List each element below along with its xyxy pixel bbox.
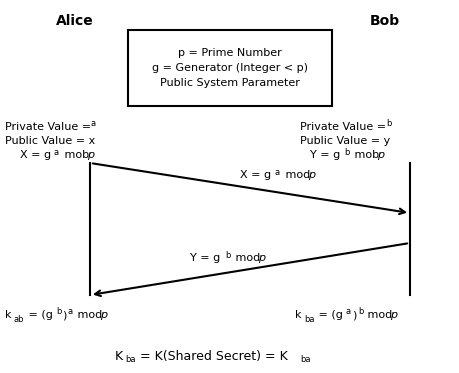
Text: a: a <box>274 168 280 177</box>
Text: Private Value =: Private Value = <box>5 122 95 132</box>
Text: p: p <box>257 253 264 263</box>
Text: mod: mod <box>74 310 102 320</box>
Text: b: b <box>224 251 230 260</box>
Text: b: b <box>343 148 349 157</box>
Text: a: a <box>68 307 73 316</box>
Text: ab: ab <box>14 315 24 324</box>
Text: p: p <box>376 150 383 160</box>
FancyBboxPatch shape <box>128 30 331 106</box>
Text: b: b <box>56 307 61 316</box>
Text: p: p <box>87 150 94 160</box>
Text: ba: ba <box>125 355 135 364</box>
Text: ): ) <box>351 310 356 320</box>
Text: Bob: Bob <box>369 14 399 28</box>
Text: = (g: = (g <box>25 310 53 320</box>
Text: Alice: Alice <box>56 14 94 28</box>
Text: p: p <box>389 310 396 320</box>
Text: ba: ba <box>299 355 310 364</box>
Text: k: k <box>294 310 301 320</box>
Text: mod: mod <box>363 310 392 320</box>
Text: b: b <box>357 307 363 316</box>
Text: Y = g: Y = g <box>190 253 220 263</box>
Text: a: a <box>345 307 350 316</box>
Text: p: p <box>100 310 107 320</box>
Text: a: a <box>91 119 96 128</box>
Text: p: p <box>308 170 314 180</box>
Text: mob: mob <box>61 150 89 160</box>
Text: mob: mob <box>350 150 378 160</box>
Text: X = g: X = g <box>20 150 51 160</box>
Text: Private Value =: Private Value = <box>299 122 389 132</box>
Text: p = Prime Number
g = Generator (Integer < p)
Public System Parameter: p = Prime Number g = Generator (Integer … <box>151 48 308 88</box>
Text: K: K <box>115 350 123 363</box>
Text: a: a <box>54 148 59 157</box>
Text: Public Value = x: Public Value = x <box>5 136 95 146</box>
Text: Y = g: Y = g <box>309 150 340 160</box>
Text: mod: mod <box>231 253 260 263</box>
Text: X = g: X = g <box>240 170 270 180</box>
Text: b: b <box>385 119 391 128</box>
Text: = (g: = (g <box>314 310 342 320</box>
Text: = K(Shared Secret) = K: = K(Shared Secret) = K <box>136 350 287 363</box>
Text: ba: ba <box>303 315 314 324</box>
Text: k: k <box>5 310 11 320</box>
Text: mod: mod <box>281 170 309 180</box>
Text: ): ) <box>62 310 66 320</box>
Text: Public Value = y: Public Value = y <box>299 136 389 146</box>
